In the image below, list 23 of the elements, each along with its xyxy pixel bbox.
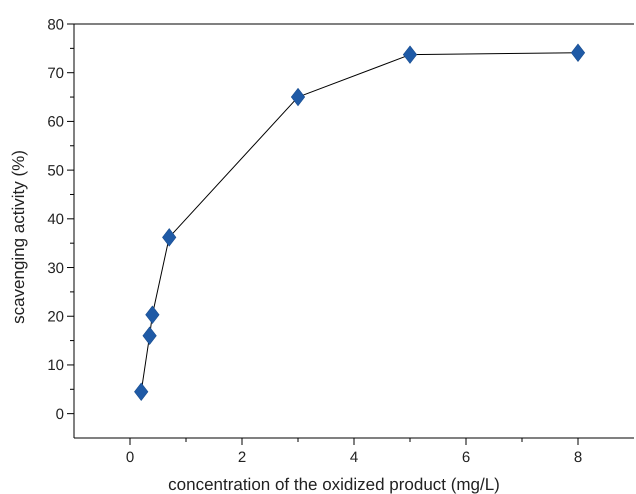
point [290, 88, 306, 106]
y-tick-label: 20 [47, 308, 64, 326]
y-tick-label: 50 [47, 162, 64, 180]
x-tick-label: 8 [574, 449, 582, 466]
x-tick-label: 2 [238, 449, 246, 466]
x-axis-title: concentration of the oxidized product (mg/L) [168, 475, 500, 494]
y-tick-label: 40 [47, 211, 64, 228]
x-tick-label: 4 [350, 449, 358, 466]
x-tick-label: 6 [462, 449, 470, 466]
point [145, 306, 160, 324]
point [134, 382, 148, 401]
point [402, 46, 418, 64]
y-axis-title: scavenging activity (%) [9, 150, 28, 324]
y-tick-label: 80 [47, 16, 64, 34]
x-tick-label: 0 [126, 449, 134, 466]
point [142, 326, 157, 345]
y-tick-label: 30 [47, 260, 64, 277]
y-tick-label: 60 [47, 114, 64, 131]
y-tick-label: 0 [56, 406, 64, 423]
y-tick-label: 70 [47, 64, 64, 82]
point [570, 44, 586, 62]
point [162, 228, 176, 246]
y-tick-label: 10 [47, 357, 64, 374]
